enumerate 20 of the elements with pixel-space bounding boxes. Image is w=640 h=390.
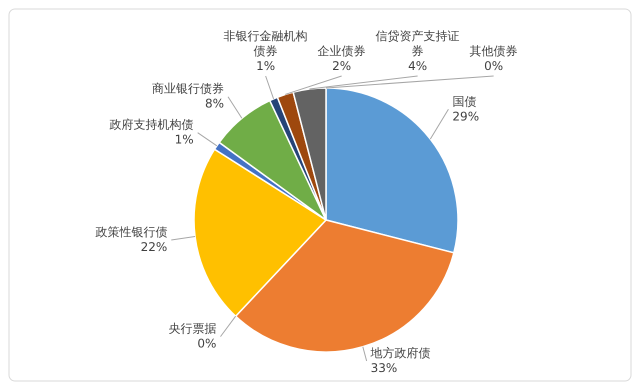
slice-label: 国债 [452, 94, 476, 108]
slice-label: 地方政府债 [370, 346, 431, 360]
data-label: 22% [140, 240, 168, 254]
slice-label: 非银行金融机构债券 [224, 29, 308, 58]
slice-label: 政府支持机构债 [110, 118, 194, 132]
data-label: 8% [204, 96, 224, 111]
slice-label: 信贷资产支持证券 [376, 29, 460, 58]
text: 0% [484, 59, 504, 73]
data-label: 1% [256, 59, 276, 73]
data-label: 29% [452, 109, 480, 124]
data-label: 33% [370, 361, 398, 375]
data-label: 2% [332, 59, 352, 73]
data-label: 4% [408, 59, 428, 73]
text: 0% [197, 336, 216, 351]
slice-label: 商业银行债券 [152, 82, 224, 96]
data-label: 1% [174, 132, 194, 147]
slice-label: 政策性银行债 [95, 225, 168, 240]
category-label: 其他债券 [470, 44, 518, 58]
slice-label: 企业债券 [318, 44, 366, 58]
legend-label: 央行票据 [168, 322, 216, 336]
